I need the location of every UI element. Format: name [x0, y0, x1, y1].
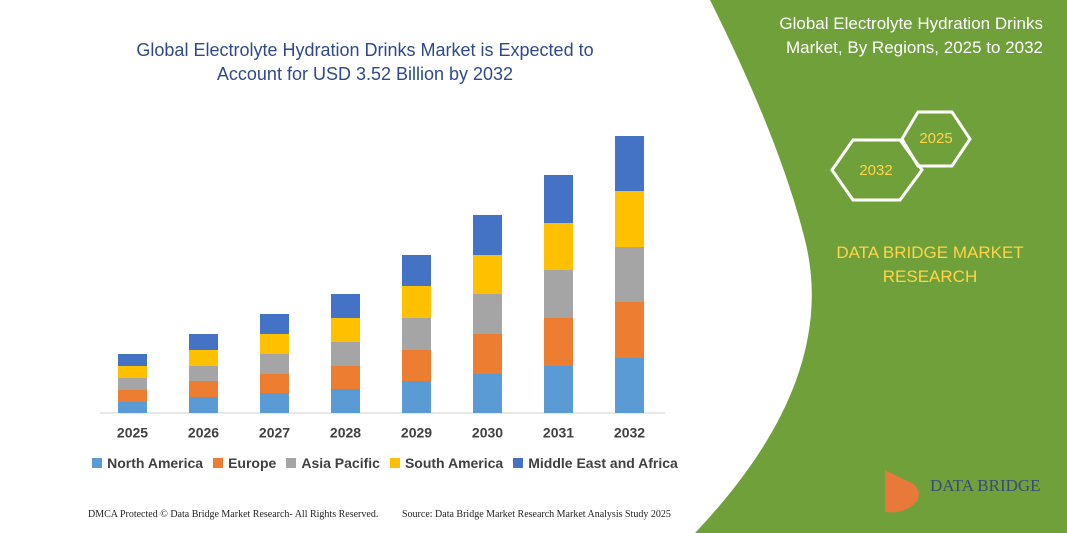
bar-segment [473, 374, 502, 413]
bar-segment [402, 381, 431, 413]
bar-segment [402, 350, 431, 381]
bar-segment [260, 334, 289, 354]
x-tick-label: 2032 [614, 425, 645, 441]
x-tick-label: 2029 [401, 425, 432, 441]
legend-item: Europe [213, 455, 276, 471]
bar-segment [615, 302, 644, 358]
panel-title: Global Electrolyte Hydration Drinks Mark… [779, 14, 1043, 57]
legend: North America Europe Asia Pacific South Ame… [90, 455, 680, 471]
bar-segment [331, 318, 360, 342]
bar-segment [260, 374, 289, 393]
bar-segment [402, 255, 431, 286]
side-panel [695, 0, 1067, 533]
bar-segment [544, 175, 573, 223]
legend-swatch [92, 458, 103, 468]
hexagon [830, 138, 924, 202]
bar-segment [118, 402, 147, 413]
legend-label: South America [404, 455, 504, 471]
bar-segment [118, 390, 147, 402]
footer-note: DMCA Protected © Data Bridge Market Rese… [88, 509, 379, 520]
bar-segment [260, 354, 289, 374]
legend-label: Europe [228, 455, 277, 471]
bar-segment [615, 358, 644, 413]
bar-segment [189, 397, 218, 413]
bar-segment [402, 286, 431, 318]
bar-segment [615, 191, 644, 247]
logo-text: DATA BRIDGE [930, 476, 1041, 495]
bar-segment [118, 354, 147, 366]
x-tick-label: 2027 [259, 425, 290, 441]
bar-segment [189, 381, 218, 397]
bar-segment [402, 318, 431, 350]
x-tick-label: 2030 [472, 425, 503, 441]
legend-label: Middle East and Africa [528, 455, 678, 471]
bar-segment [615, 247, 644, 302]
bar-segment [331, 366, 360, 389]
x-tick-label: 2028 [330, 425, 361, 441]
bar-segment [473, 215, 502, 255]
logo-icon [885, 470, 919, 513]
bar-segment [331, 342, 360, 366]
bar-segment [544, 366, 573, 413]
brand-text: DATA BRIDGE MARKET RESEARCH [836, 243, 1024, 286]
hexagon [900, 110, 972, 168]
bar-segment [473, 255, 502, 294]
legend-swatch [389, 458, 400, 468]
bar-segment [189, 334, 218, 350]
bar-segment [189, 350, 218, 366]
bar-segment [331, 389, 360, 413]
bar-segment [615, 136, 644, 191]
bar-segment [473, 334, 502, 374]
x-tick-label: 2026 [188, 425, 219, 441]
bar-segment [260, 314, 289, 334]
x-tick-label: 2025 [117, 425, 148, 441]
bar-segment [544, 318, 573, 366]
legend-label: Asia Pacific [301, 455, 380, 471]
bar-segment [118, 366, 147, 378]
footer-source: Source: Data Bridge Market Research Mark… [402, 509, 671, 520]
legend-label: North America [107, 455, 204, 471]
bar-segment [189, 366, 218, 381]
x-tick-label: 2031 [543, 425, 574, 441]
bar-segment [473, 294, 502, 334]
legend-item: South America [389, 455, 504, 471]
bar-segment [544, 223, 573, 270]
bar-segment [260, 393, 289, 413]
bar-segment [331, 294, 360, 318]
bar-segment [544, 270, 573, 318]
hexagon-label: 2025 [919, 130, 952, 147]
legend-item: Asia Pacific [286, 455, 380, 471]
chart-title: Global Electrolyte Hydration Drinks Mark… [136, 40, 594, 84]
hexagon-label: 2032 [859, 162, 892, 179]
legend-swatch [286, 458, 297, 468]
legend-swatch [513, 458, 524, 468]
legend-item: Middle East and Africa [513, 455, 678, 471]
legend-item: North America [92, 455, 203, 471]
legend-swatch [213, 458, 224, 468]
bar-segment [118, 378, 147, 390]
